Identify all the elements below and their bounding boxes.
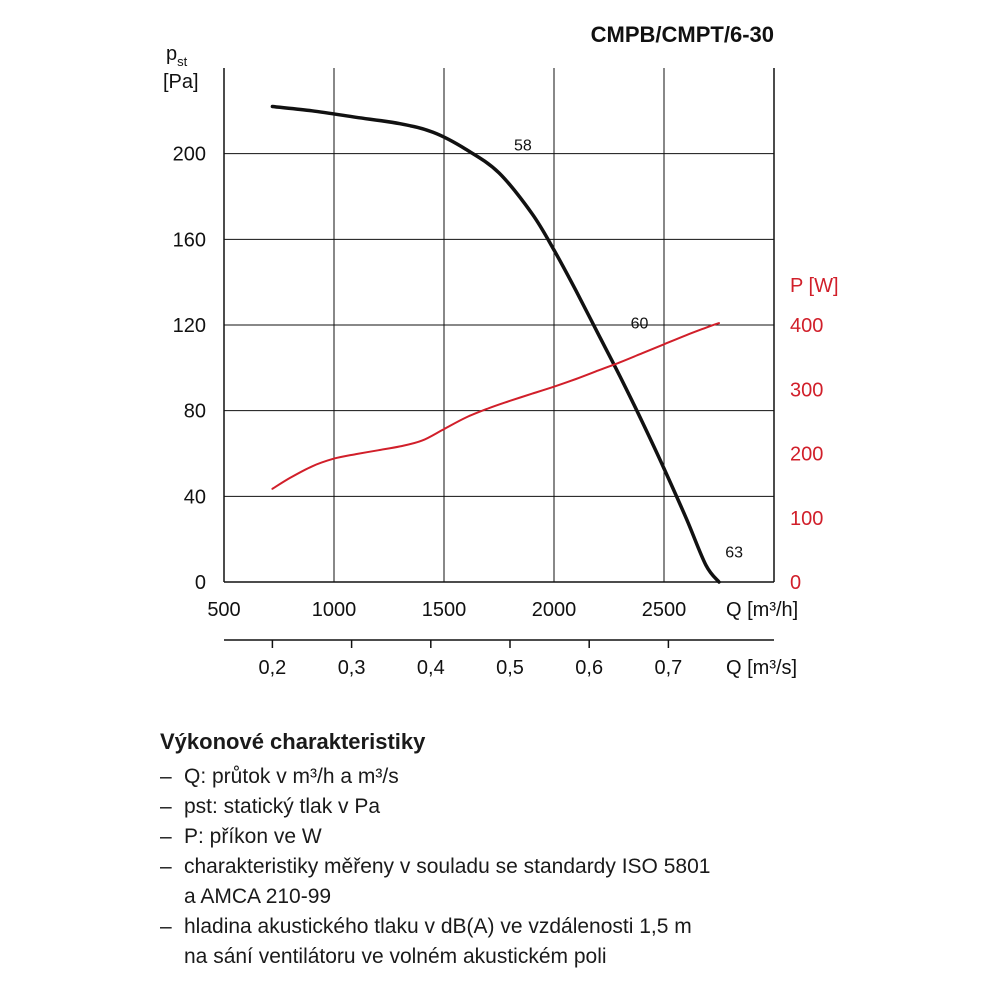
y-tick-label: 120 — [173, 315, 206, 337]
description-item-text-continued: a AMCA 210-99 — [184, 885, 332, 908]
x2-tick-label: 0,7 — [654, 657, 682, 679]
list-dash: – — [160, 765, 172, 788]
performance-description: Výkonové charakteristiky – Q: průtok v m… — [160, 728, 860, 972]
description-item-power: – P: příkon ve W — [160, 822, 860, 852]
description-heading: Výkonové charakteristiky — [160, 729, 426, 754]
x-tick-label: 500 — [207, 599, 240, 621]
y-tick-label: 0 — [195, 572, 206, 594]
description-item-text: P: příkon ve W — [184, 825, 322, 848]
y-right-tick-label: 400 — [790, 315, 823, 337]
x2-tick-label: 0,5 — [496, 657, 524, 679]
description-item-text: hladina akustického tlaku v dB(A) ve vzd… — [184, 915, 692, 938]
list-dash: – — [160, 915, 172, 938]
y-axis-unit: [Pa] — [163, 71, 199, 93]
y-axis-label: pst — [166, 43, 188, 69]
description-list: – Q: průtok v m³/h a m³/s – pst: statick… — [160, 762, 860, 972]
x-tick-label: 1000 — [312, 599, 357, 621]
description-item-text-continued: na sání ventilátoru ve volném akustickém… — [184, 945, 607, 968]
description-item-text: Q: průtok v m³/h a m³/s — [184, 765, 399, 788]
x2-tick-label: 0,4 — [417, 657, 445, 679]
x2-tick-label: 0,6 — [575, 657, 603, 679]
y-right-axis-label: P [W] — [790, 275, 839, 297]
x2-axis-label: Q [m³/s] — [726, 657, 797, 679]
y-tick-label: 200 — [173, 144, 206, 166]
x-axis-label: Q [m³/h] — [726, 599, 798, 621]
list-dash: – — [160, 795, 172, 818]
efficiency-annotation: 60 — [631, 315, 649, 332]
y-tick-label: 40 — [184, 486, 206, 508]
y-right-tick-label: 0 — [790, 572, 801, 594]
description-item-noise: – hladina akustického tlaku v dB(A) ve v… — [160, 912, 860, 972]
list-dash: – — [160, 855, 172, 878]
x2-tick-label: 0,3 — [338, 657, 366, 679]
list-dash: – — [160, 825, 172, 848]
power-curve — [271, 322, 720, 490]
description-item-flow: – Q: průtok v m³/h a m³/s — [160, 762, 860, 792]
chart-title: CMPB/CMPT/6-30 — [591, 22, 774, 47]
efficiency-annotation: 58 — [514, 138, 532, 155]
y-tick-label: 80 — [184, 401, 206, 423]
description-item-standards: – charakteristiky měřeny v souladu se st… — [160, 852, 860, 912]
x-tick-label: 2500 — [642, 599, 687, 621]
y-right-tick-label: 100 — [790, 508, 823, 530]
x-tick-label: 2000 — [532, 599, 577, 621]
efficiency-annotation: 63 — [725, 544, 743, 561]
description-item-text: pst: statický tlak v Pa — [184, 795, 381, 818]
description-item-pressure: – pst: statický tlak v Pa — [160, 792, 860, 822]
y-right-tick-label: 300 — [790, 379, 823, 401]
y-tick-label: 160 — [173, 229, 206, 251]
x-tick-label: 1500 — [422, 599, 467, 621]
description-item-text: charakteristiky měřeny v souladu se stan… — [184, 855, 711, 878]
pressure-curve — [270, 104, 721, 584]
x2-tick-label: 0,2 — [258, 657, 286, 679]
y-right-tick-label: 200 — [790, 444, 823, 466]
